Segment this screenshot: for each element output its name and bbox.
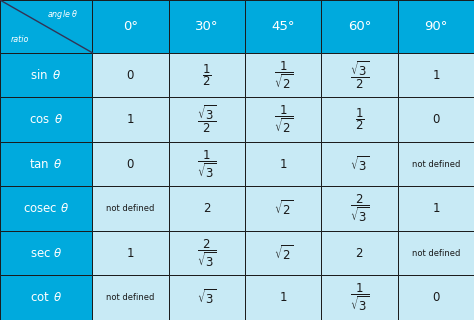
Bar [0,0,92,53]
Text: not defined: not defined [411,160,460,169]
Bar [398,53,474,97]
Bar [169,142,245,186]
Bar [245,97,321,142]
Text: $1$: $1$ [432,68,440,82]
Text: $1$: $1$ [127,247,135,260]
Bar [169,231,245,276]
Bar [169,53,245,97]
Text: $1$: $1$ [432,202,440,215]
Bar [0,53,92,97]
Text: $\dfrac{2}{\sqrt{3}}$: $\dfrac{2}{\sqrt{3}}$ [350,193,369,224]
Text: $0$: $0$ [126,68,135,82]
Bar [321,53,398,97]
Text: $\mathrm{sec}\ \theta$: $\mathrm{sec}\ \theta$ [30,247,63,260]
Bar [169,276,245,320]
Bar [245,53,321,97]
Bar [321,276,398,320]
Text: $\dfrac{2}{\sqrt{3}}$: $\dfrac{2}{\sqrt{3}}$ [197,237,217,269]
Text: $\dfrac{1}{2}$: $\dfrac{1}{2}$ [202,62,211,88]
Text: $\mathrm{cosec}\ \theta$: $\mathrm{cosec}\ \theta$ [23,202,69,215]
Text: $\dfrac{\sqrt{3}}{2}$: $\dfrac{\sqrt{3}}{2}$ [350,60,369,91]
Text: $\sqrt{2}$: $\sqrt{2}$ [273,244,293,263]
Bar [321,97,398,142]
Bar [92,97,169,142]
Text: not defined: not defined [106,293,155,302]
Text: $\dfrac{1}{\sqrt{2}}$: $\dfrac{1}{\sqrt{2}}$ [273,59,293,91]
Bar [0,186,92,231]
Bar [92,276,169,320]
Text: $1$: $1$ [127,113,135,126]
Bar [0,97,92,142]
Text: $2$: $2$ [203,202,211,215]
Text: $\dfrac{1}{\sqrt{2}}$: $\dfrac{1}{\sqrt{2}}$ [273,104,293,135]
Bar [398,97,474,142]
Bar [245,186,321,231]
Text: not defined: not defined [106,204,155,213]
Text: $\dfrac{\sqrt{3}}{2}$: $\dfrac{\sqrt{3}}{2}$ [197,104,217,135]
Bar [92,231,169,276]
Bar [398,231,474,276]
Text: $1$: $1$ [279,158,287,171]
Text: $\cos\ \theta$: $\cos\ \theta$ [29,113,64,126]
Bar [169,186,245,231]
Bar [92,186,169,231]
Text: $\sin\ \theta$: $\sin\ \theta$ [30,68,62,82]
Bar [92,0,169,53]
Bar [398,186,474,231]
Bar [245,276,321,320]
Text: 60°: 60° [348,20,371,33]
Bar [169,0,245,53]
Text: $\sqrt{2}$: $\sqrt{2}$ [273,199,293,218]
Text: $\sqrt{3}$: $\sqrt{3}$ [197,288,217,307]
Text: $\dfrac{1}{\sqrt{3}}$: $\dfrac{1}{\sqrt{3}}$ [197,148,217,180]
Bar [321,231,398,276]
Text: $0$: $0$ [126,158,135,171]
Text: $0$: $0$ [431,113,440,126]
Bar [0,276,92,320]
Bar [0,142,92,186]
Bar [245,142,321,186]
Text: $\tan\ \theta$: $\tan\ \theta$ [29,158,63,171]
Text: $\dfrac{1}{2}$: $\dfrac{1}{2}$ [355,107,364,132]
Text: $2$: $2$ [356,247,364,260]
Bar [398,0,474,53]
Text: ratio: ratio [11,35,29,44]
Text: 0°: 0° [123,20,138,33]
Bar [169,97,245,142]
Bar [321,142,398,186]
Text: 45°: 45° [272,20,295,33]
Bar [0,231,92,276]
Bar [321,0,398,53]
Bar [245,0,321,53]
Bar [92,142,169,186]
Bar [321,186,398,231]
Text: not defined: not defined [411,249,460,258]
Bar [398,276,474,320]
Bar [92,53,169,97]
Text: $\dfrac{1}{\sqrt{3}}$: $\dfrac{1}{\sqrt{3}}$ [350,282,369,314]
Text: 30°: 30° [195,20,219,33]
Text: $\cot\ \theta$: $\cot\ \theta$ [30,291,63,304]
Bar [398,142,474,186]
Text: angle $\theta$: angle $\theta$ [47,8,79,21]
Bar [245,231,321,276]
Text: $\sqrt{3}$: $\sqrt{3}$ [350,155,369,173]
Text: 90°: 90° [424,20,447,33]
Text: $0$: $0$ [431,291,440,304]
Text: $1$: $1$ [279,291,287,304]
